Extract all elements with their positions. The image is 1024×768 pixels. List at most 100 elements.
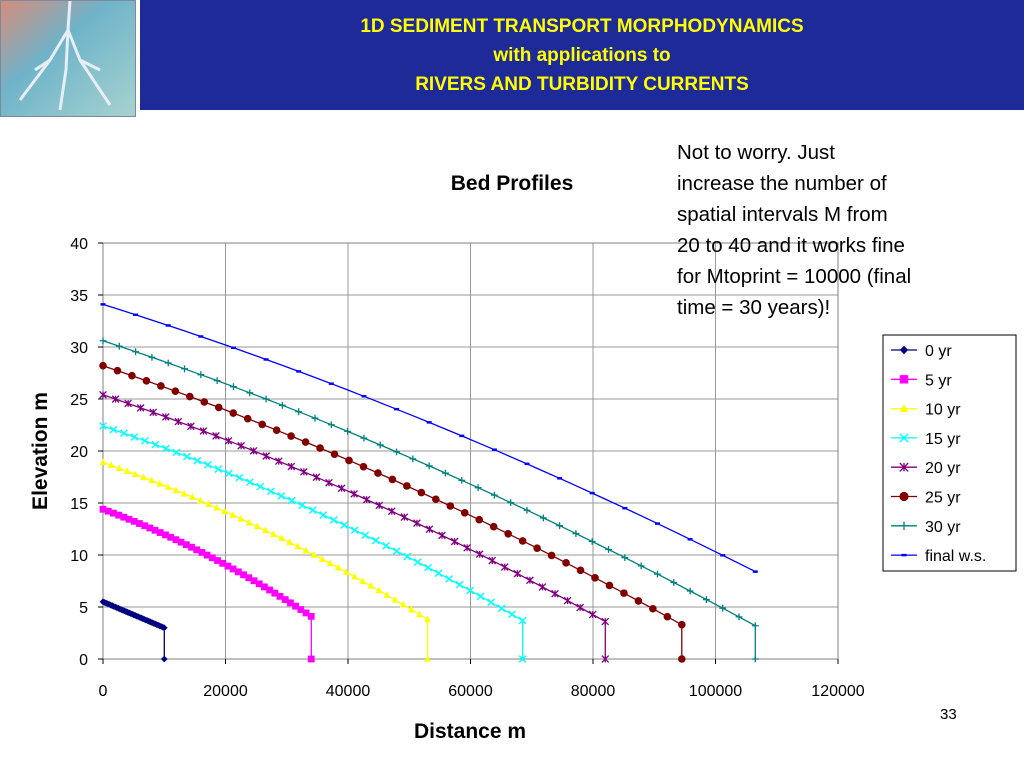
data-point xyxy=(200,398,209,406)
data-point xyxy=(213,503,221,511)
legend-label: 5 yr xyxy=(925,372,952,389)
data-point xyxy=(229,565,237,573)
data-point xyxy=(214,465,223,473)
data-point xyxy=(260,583,268,591)
data-point xyxy=(310,550,318,558)
data-point xyxy=(735,613,743,621)
data-point xyxy=(424,615,432,623)
data-point xyxy=(120,429,128,438)
data-point xyxy=(591,574,599,582)
data-point xyxy=(497,604,506,613)
data-point xyxy=(393,448,400,456)
data-point xyxy=(334,563,342,571)
data-point xyxy=(702,596,710,603)
data-point xyxy=(518,537,527,545)
data-point xyxy=(142,376,151,385)
data-point xyxy=(425,462,433,470)
data-point xyxy=(295,408,303,416)
legend-label: 15 yr xyxy=(925,431,961,448)
data-point xyxy=(383,591,391,598)
data-point xyxy=(899,521,909,530)
y-tick-label: 0 xyxy=(79,652,88,669)
data-point xyxy=(330,450,339,459)
data-point xyxy=(156,479,164,487)
data-point xyxy=(256,482,265,491)
data-point xyxy=(474,484,482,492)
data-point xyxy=(214,557,221,564)
data-point xyxy=(151,526,159,534)
data-point xyxy=(311,414,319,422)
data-point xyxy=(188,493,196,500)
legend-item: 15 yr xyxy=(891,431,961,448)
series-20-yr xyxy=(99,390,610,663)
data-point xyxy=(115,464,123,471)
legend-item: 20 yr xyxy=(891,460,961,477)
data-point xyxy=(294,542,302,550)
legend-item: 10 yr xyxy=(891,402,961,419)
data-point xyxy=(130,433,139,441)
series-25-yr xyxy=(99,361,686,663)
data-point xyxy=(174,417,183,426)
note-line-2: increase the number of xyxy=(677,172,887,195)
data-point xyxy=(160,655,168,663)
data-point xyxy=(487,598,495,607)
data-point xyxy=(302,546,310,554)
data-point xyxy=(115,511,123,519)
data-point xyxy=(403,482,411,490)
data-point xyxy=(278,401,286,409)
data-point xyxy=(193,456,202,465)
data-point xyxy=(403,552,412,561)
data-point xyxy=(350,490,358,498)
data-point xyxy=(547,551,556,560)
data-point xyxy=(409,455,417,463)
data-point xyxy=(371,536,380,545)
data-point xyxy=(562,559,570,567)
data-point xyxy=(367,581,375,589)
data-point xyxy=(99,505,107,513)
data-point xyxy=(476,592,485,601)
data-point xyxy=(99,422,107,430)
chart-title: Bed Profiles xyxy=(451,172,574,195)
data-point xyxy=(180,489,188,497)
data-point xyxy=(340,521,349,529)
data-point xyxy=(508,610,516,619)
data-point xyxy=(141,522,149,530)
series-final-w-s- xyxy=(100,303,758,573)
river-delta-image xyxy=(0,0,136,117)
data-point xyxy=(250,577,258,585)
data-point xyxy=(146,524,154,532)
data-point xyxy=(258,420,266,429)
y-tick-label: 40 xyxy=(70,236,88,253)
y-tick-label: 20 xyxy=(70,444,88,461)
data-point xyxy=(164,483,172,490)
data-point xyxy=(634,597,643,605)
data-point xyxy=(460,509,469,517)
data-point xyxy=(424,655,432,662)
data-point xyxy=(128,371,136,380)
note-line-5: for Mtoprint = 10000 (final xyxy=(677,265,912,288)
x-tick-label: 120000 xyxy=(811,683,864,700)
data-point xyxy=(99,361,107,370)
data-point xyxy=(466,586,475,595)
data-point xyxy=(526,576,534,585)
data-point xyxy=(359,462,368,471)
data-point xyxy=(500,563,509,571)
data-point xyxy=(576,603,584,612)
data-point xyxy=(205,500,212,507)
data-point xyxy=(605,546,612,553)
data-point xyxy=(292,602,300,610)
legend-label: final w.s. xyxy=(925,548,986,565)
y-axis-title: Elevation m xyxy=(29,392,52,510)
data-point xyxy=(899,375,909,384)
data-point xyxy=(686,587,694,595)
data-point xyxy=(300,467,308,476)
x-axis-title: Distance m xyxy=(414,720,526,743)
data-point xyxy=(538,583,547,591)
data-point xyxy=(224,436,233,445)
data-point xyxy=(111,395,120,403)
data-point xyxy=(197,371,205,379)
data-point xyxy=(287,462,296,471)
data-point xyxy=(272,426,281,434)
data-point xyxy=(187,422,195,431)
